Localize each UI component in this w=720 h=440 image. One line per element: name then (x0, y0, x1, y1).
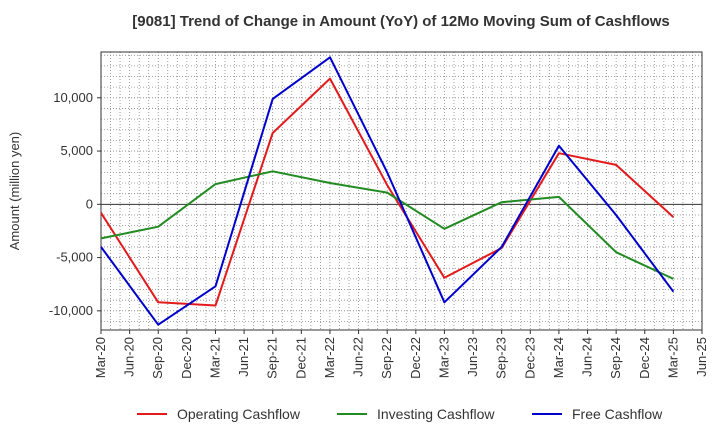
x-tick-label: Dec-22 (408, 337, 423, 379)
legend-label: Investing Cashflow (377, 406, 495, 422)
y-tick-label: -5,000 (56, 250, 93, 265)
x-tick-label: Dec-21 (293, 337, 308, 379)
chart-title: [9081] Trend of Change in Amount (YoY) o… (132, 13, 670, 30)
y-axis-ticks: -10,000 -5,000 0 5,000 10,000 (49, 90, 101, 318)
series-line-0 (100, 77, 675, 307)
x-tick-label: Jun-24 (580, 337, 595, 377)
x-tick-label: Sep-23 (494, 337, 509, 379)
plot-area-frame (100, 51, 703, 331)
x-tick-label: Jun-25 (694, 337, 709, 377)
x-tick-label: Mar-22 (322, 337, 337, 378)
x-tick-label: Jun-23 (465, 337, 480, 377)
x-tick-label: Sep-24 (608, 337, 623, 379)
x-tick-label: Mar-24 (551, 337, 566, 378)
grid-lines (101, 52, 702, 330)
series-lines (100, 56, 675, 326)
x-tick-label: Dec-20 (179, 337, 194, 379)
x-tick-label: Sep-21 (265, 337, 280, 379)
y-tick-label: 10,000 (53, 90, 93, 105)
series-line-2 (100, 56, 675, 326)
x-tick-label: Sep-22 (379, 337, 394, 379)
y-tick-label: 5,000 (60, 143, 93, 158)
x-tick-label: Dec-24 (637, 337, 652, 379)
x-tick-label: Mar-23 (436, 337, 451, 378)
x-axis-ticks: Mar-20 Jun-20 Sep-20 Dec-20 Mar-21 Jun-21 Sep-… (93, 330, 709, 379)
legend: Operating Cashflow Investing Cashflow Free… (137, 406, 663, 422)
y-axis-label: Amount (million yen) (7, 132, 22, 251)
x-tick-label: Jun-20 (122, 337, 137, 377)
x-tick-label: Jun-21 (236, 337, 251, 377)
x-tick-label: Mar-25 (665, 337, 680, 378)
x-tick-label: Mar-21 (207, 337, 222, 378)
x-tick-label: Jun-22 (351, 337, 366, 377)
legend-label: Free Cashflow (572, 406, 663, 422)
x-tick-label: Sep-20 (150, 337, 165, 379)
y-tick-label: -10,000 (49, 303, 93, 318)
y-tick-label: 0 (86, 196, 93, 211)
legend-label: Operating Cashflow (177, 406, 301, 422)
x-tick-label: Dec-23 (522, 337, 537, 379)
x-tick-label: Mar-20 (93, 337, 108, 378)
series-line-1 (100, 170, 674, 280)
